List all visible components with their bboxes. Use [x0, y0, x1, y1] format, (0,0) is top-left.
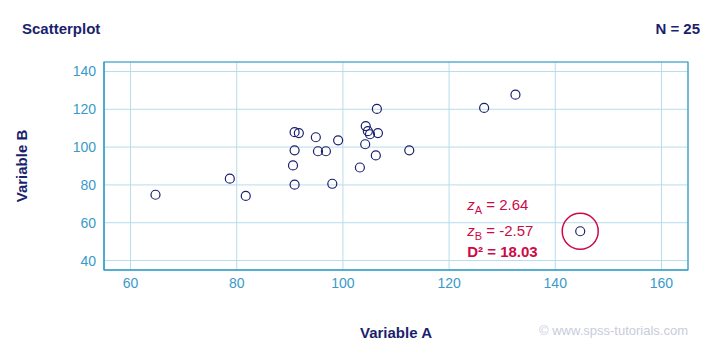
svg-text:100: 100: [331, 275, 355, 291]
svg-text:120: 120: [437, 275, 461, 291]
svg-text:Variable A: Variable A: [360, 324, 432, 341]
svg-text:160: 160: [650, 275, 674, 291]
svg-text:100: 100: [73, 139, 97, 155]
svg-text:140: 140: [544, 275, 568, 291]
svg-text:60: 60: [123, 275, 139, 291]
svg-text:60: 60: [80, 215, 96, 231]
svg-text:80: 80: [80, 177, 96, 193]
svg-text:140: 140: [73, 63, 97, 79]
html-text:© www.spss-tutorials.com: © www.spss-tutorials.com: [539, 323, 688, 338]
svg-text:40: 40: [80, 253, 96, 269]
svg-text:120: 120: [73, 101, 97, 117]
html-text:Scatterplot: Scatterplot: [22, 20, 101, 37]
html-text:N = 25: N = 25: [655, 20, 700, 37]
svg-text:D² = 18.03: D² = 18.03: [467, 243, 537, 260]
svg-text:80: 80: [229, 275, 245, 291]
svg-text:Variable B: Variable B: [13, 130, 30, 203]
svg-text:zA = 2.64: zA = 2.64: [466, 196, 528, 216]
svg-text:zB = -2.57: zB = -2.57: [466, 222, 533, 242]
